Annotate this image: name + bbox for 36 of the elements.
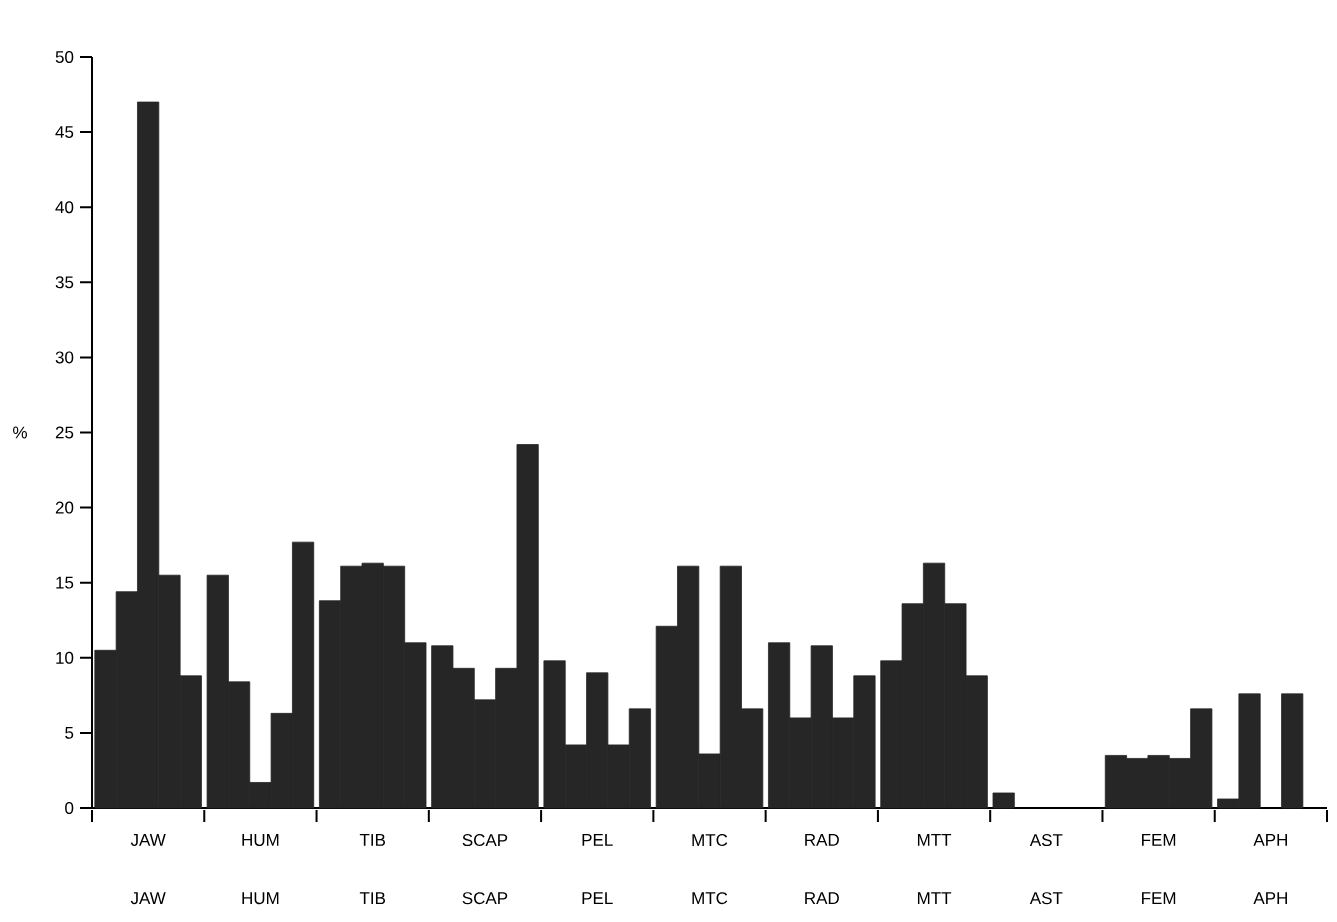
x-tick-label: SCAP [462, 834, 508, 847]
text: APH [1253, 892, 1287, 904]
text: SCAP [462, 892, 508, 905]
y-axis-title: % [13, 426, 27, 439]
y-tick-label: 25 [55, 426, 74, 439]
x-tick-label: PEL [582, 834, 613, 846]
bar [1281, 693, 1304, 809]
text: PEL [582, 892, 613, 904]
y-tick-label: 40 [55, 201, 74, 214]
text: AST [1029, 892, 1063, 905]
y-tick-label: 30 [55, 351, 74, 364]
y-tick-label: 20 [55, 501, 74, 514]
text: RAD [805, 892, 839, 904]
y-tick-label: 35 [55, 276, 74, 289]
x-tick-label: MTT [917, 834, 952, 846]
x-tick-label: AST [1029, 834, 1063, 847]
y-tick-label: 50 [55, 51, 74, 64]
text: TIB [359, 892, 386, 904]
bar [992, 792, 1015, 809]
x-tick-label: APH [1253, 834, 1287, 846]
text: FEM [1142, 892, 1176, 904]
x-tick-label: MTC [692, 834, 728, 847]
text: JAW [130, 892, 166, 905]
y-tick-label: 15 [56, 576, 74, 589]
x-tick-label: RAD [805, 834, 839, 846]
text: HUM [242, 892, 279, 905]
text: MTT [917, 892, 952, 904]
x-tick-label: HUM [242, 834, 279, 846]
y-tick-label: 45 [55, 126, 74, 139]
x-tick-label: TIB [359, 834, 386, 846]
x-tick-label: JAW [130, 834, 166, 846]
y-tick-label: 0 [65, 802, 74, 815]
text: MTC [692, 892, 728, 905]
x-tick-label: FEM [1142, 834, 1176, 846]
y-tick-label: 10 [56, 651, 74, 664]
y-tick-label: 5 [65, 726, 74, 739]
